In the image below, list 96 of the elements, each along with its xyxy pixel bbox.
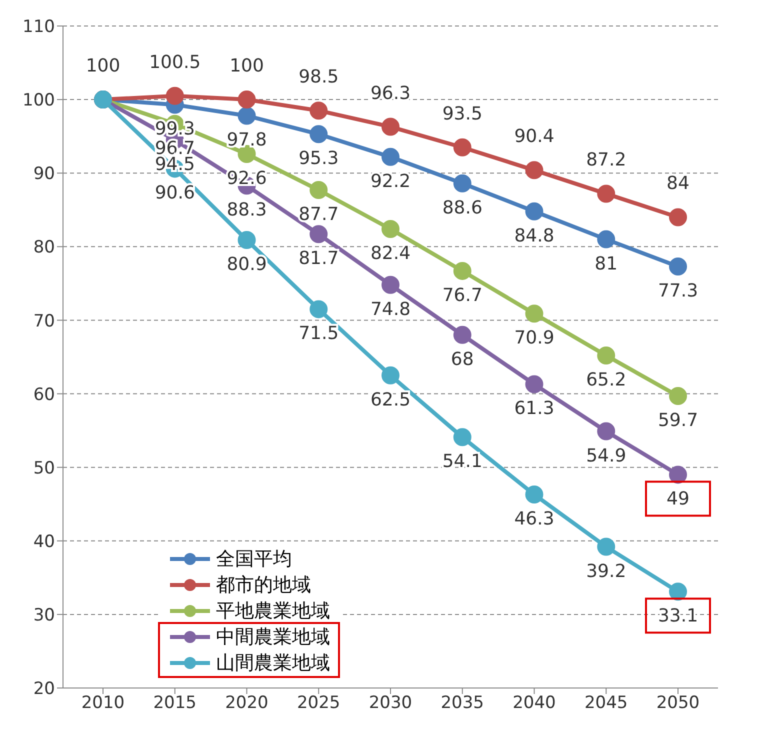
point [525, 161, 544, 180]
x-tick-label: 2035 [440, 693, 484, 714]
legend-label: 全国平均 [216, 547, 292, 572]
y-tick-label: 20 [33, 679, 55, 700]
y-tick-label: 60 [33, 384, 55, 405]
point [453, 326, 472, 344]
data-label: 84.8 [514, 225, 554, 246]
data-label: 99.3 [154, 118, 195, 140]
point [238, 231, 256, 250]
point [669, 466, 687, 484]
data-label: 81.7 [298, 248, 339, 270]
x-tick-label: 2045 [584, 693, 628, 714]
x-tick-label: 2025 [296, 693, 340, 714]
data-label: 61.3 [514, 398, 554, 420]
legend-label: 都市的地域 [216, 573, 311, 598]
point [453, 262, 472, 280]
data-label: 90.6 [154, 182, 195, 204]
data-label: 76.7 [442, 284, 482, 306]
data-label: 90.4 [514, 126, 554, 148]
data-label: 59.7 [658, 410, 698, 431]
data-label: 100 [230, 56, 264, 77]
data-label: 62.5 [370, 389, 411, 410]
data-label: 95.3 [298, 148, 339, 170]
data-label: 97.8 [226, 130, 267, 151]
point [238, 144, 256, 163]
point [382, 148, 400, 166]
x-tick-label: 2030 [368, 693, 412, 714]
data-label: 68 [450, 348, 474, 370]
data-label: 87.7 [298, 204, 339, 226]
point [669, 258, 687, 276]
y-tick-label: 30 [33, 605, 55, 626]
data-label: 88.6 [442, 197, 482, 218]
point [382, 220, 400, 238]
data-label: 100.5 [149, 52, 201, 73]
point [525, 486, 544, 504]
point [453, 138, 472, 156]
data-label: 98.5 [298, 66, 339, 88]
point [310, 225, 328, 244]
point [238, 90, 256, 109]
data-label: 71.5 [298, 323, 339, 344]
data-label: 96.3 [370, 82, 411, 104]
point [669, 582, 687, 601]
point [310, 300, 328, 318]
data-label: 77.3 [658, 280, 698, 302]
legend-label: 平地農業地域 [216, 599, 330, 624]
data-label: 65.2 [586, 370, 626, 391]
point [597, 422, 616, 440]
point [166, 86, 184, 105]
y-tick-label: 90 [33, 164, 55, 184]
point [597, 346, 616, 365]
point [382, 276, 400, 294]
data-label: 93.5 [442, 103, 482, 124]
point [525, 202, 544, 220]
data-label: 74.8 [370, 298, 411, 320]
y-tick-label: 110 [22, 17, 55, 38]
data-label: 70.9 [514, 328, 554, 349]
legend-label: 中間農業地域 [216, 625, 330, 650]
point [597, 538, 616, 556]
x-tick-label: 2020 [225, 693, 268, 714]
data-label: 100 [86, 56, 120, 77]
point [669, 208, 687, 226]
data-label: 82.4 [370, 243, 411, 264]
data-label: 87.2 [586, 150, 626, 171]
data-label: 92.2 [370, 170, 411, 192]
data-label: 81 [594, 253, 618, 274]
point [525, 375, 544, 394]
x-tick-label: 2040 [512, 693, 556, 714]
point [310, 125, 328, 144]
x-tick-label: 2050 [656, 693, 700, 714]
y-tick-label: 70 [33, 311, 55, 332]
point [453, 174, 472, 192]
y-tick-label: 80 [33, 238, 55, 258]
data-label: 54.9 [586, 445, 626, 466]
point [597, 184, 616, 203]
data-label: 49 [666, 488, 690, 510]
point [453, 428, 472, 446]
point [525, 304, 544, 323]
point [310, 181, 328, 200]
y-tick-label: 50 [33, 458, 55, 478]
data-label: 46.3 [514, 508, 554, 530]
data-label: 39.2 [586, 560, 626, 582]
point [597, 230, 616, 248]
point [669, 386, 687, 405]
y-tick-label: 100 [22, 90, 55, 111]
data-label: 84 [666, 173, 690, 194]
point [382, 118, 400, 136]
point [310, 102, 328, 120]
data-label: 80.9 [226, 254, 267, 276]
x-tick-label: 2010 [81, 693, 125, 714]
x-tick-label: 2015 [153, 693, 197, 714]
point [382, 366, 400, 384]
point [238, 106, 256, 125]
y-tick-label: 40 [33, 532, 55, 552]
data-label: 88.3 [226, 200, 267, 221]
data-label: 54.1 [442, 451, 482, 472]
legend-label: 山間農業地域 [216, 651, 330, 676]
